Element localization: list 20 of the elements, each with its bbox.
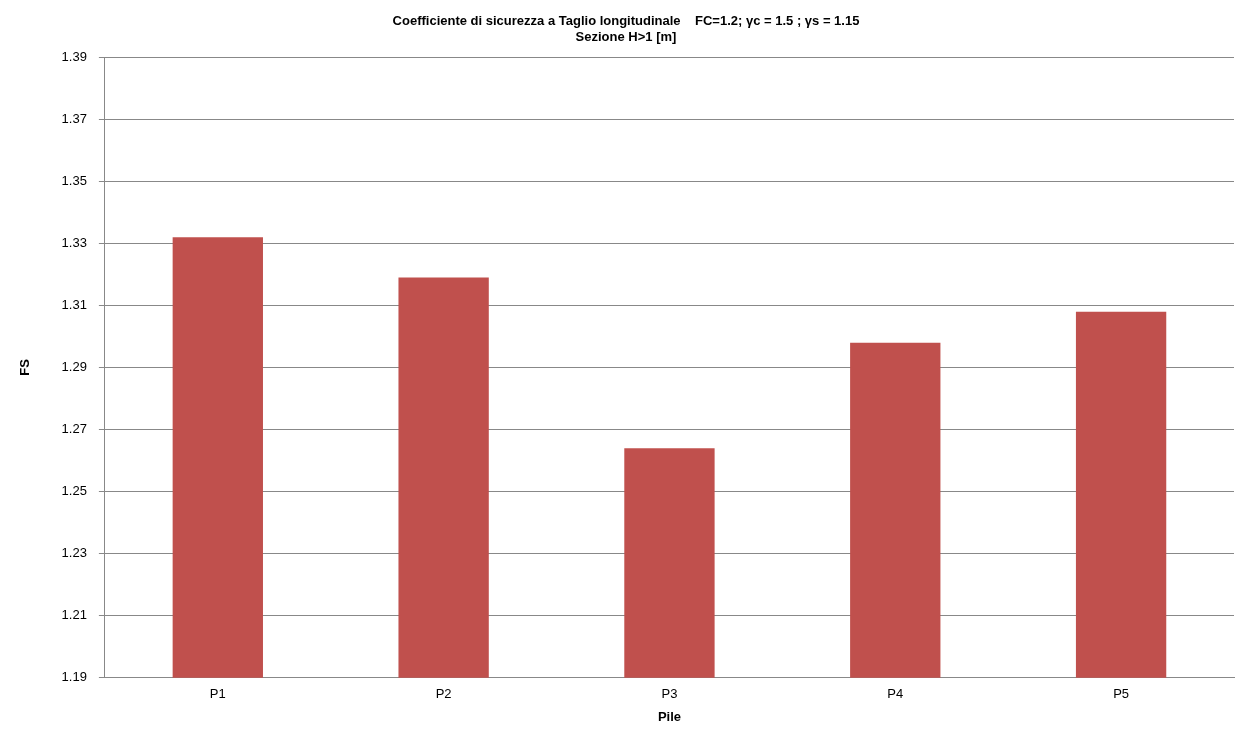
- y-tick-label: 1.25: [61, 483, 87, 499]
- y-tick-label: 1.33: [61, 234, 87, 250]
- y-tick-label: 1.37: [61, 110, 87, 126]
- y-tick-label: 1.19: [61, 669, 87, 685]
- x-tick-label: P4: [887, 686, 904, 702]
- y-tick-label: 1.21: [61, 607, 87, 623]
- y-axis-title: FS: [17, 358, 33, 376]
- text: Sezione H>1 [m]: [575, 28, 677, 44]
- x-axis-title: Pile: [657, 708, 682, 724]
- y-tick-label: 1.31: [61, 297, 87, 313]
- x-tick-label: P2: [435, 686, 452, 702]
- y-tick-label: 1.23: [61, 545, 87, 561]
- x-tick-label: P3: [661, 686, 678, 702]
- y-tick-label: 1.27: [61, 421, 87, 437]
- y-tick-label: 1.35: [61, 172, 87, 188]
- text: Coefficiente di sicurezza a Taglio longitudinale FC=1.2; γc = 1.5 ; γs = 1.15: [392, 13, 860, 29]
- y-tick-label: 1.39: [61, 48, 87, 64]
- x-tick-label: P5: [1113, 686, 1130, 702]
- y-tick-label: 1.29: [61, 359, 87, 375]
- x-tick-label: P1: [209, 686, 226, 702]
